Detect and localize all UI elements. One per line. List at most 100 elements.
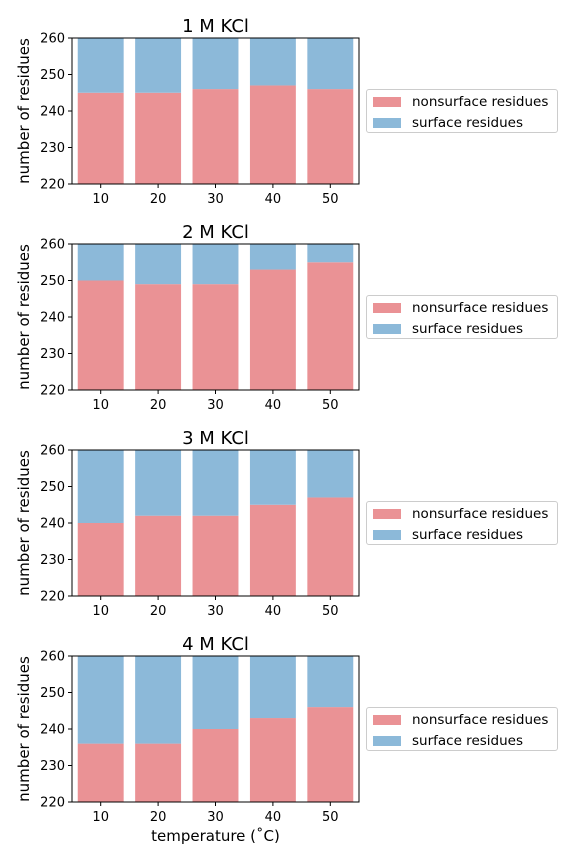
legend: nonsurface residues surface residues bbox=[366, 89, 558, 133]
legend: nonsurface residues surface residues bbox=[366, 295, 558, 339]
legend-label: nonsurface residues bbox=[412, 94, 549, 110]
surface-bar-20 bbox=[135, 38, 182, 93]
surface-bar-10 bbox=[77, 38, 124, 93]
x-tick-label: 10 bbox=[92, 192, 109, 207]
y-tick-label: 220 bbox=[40, 178, 65, 193]
y-tick-label: 240 bbox=[40, 723, 65, 738]
y-axis-label: number of residues bbox=[15, 450, 33, 596]
legend-swatch bbox=[373, 736, 401, 746]
y-tick-label: 240 bbox=[40, 105, 65, 120]
chart-panel-3: 220 230 240 250 260 10 20 30 40 50 3 M KCl number o… bbox=[15, 428, 360, 619]
legend-label: nonsurface residues bbox=[412, 300, 549, 316]
surface-bar-20 bbox=[135, 450, 182, 516]
legend-swatch bbox=[373, 118, 401, 128]
y-tick-label: 250 bbox=[40, 68, 65, 83]
legend-entry: nonsurface residues bbox=[373, 93, 548, 111]
surface-bar-40 bbox=[249, 244, 296, 270]
y-tick-label: 260 bbox=[40, 32, 65, 47]
nonsurface-bar-10 bbox=[77, 743, 124, 802]
legend: nonsurface residues surface residues bbox=[366, 501, 558, 545]
legend-label: surface residues bbox=[412, 733, 523, 749]
legend-entry: surface residues bbox=[373, 320, 523, 338]
x-tick-label: 50 bbox=[322, 604, 339, 619]
y-tick-label: 230 bbox=[40, 347, 65, 362]
surface-bar-40 bbox=[249, 656, 296, 719]
y-tick-label: 240 bbox=[40, 517, 65, 532]
legend-label: surface residues bbox=[412, 115, 523, 131]
x-tick-label: 40 bbox=[265, 810, 282, 825]
nonsurface-bar-30 bbox=[192, 284, 239, 390]
chart-panel-4: 220 230 240 250 260 10 20 30 40 50 4 M KCl number o… bbox=[15, 634, 360, 845]
nonsurface-bar-10 bbox=[77, 280, 124, 390]
x-tick-label: 30 bbox=[207, 810, 224, 825]
y-tick-label: 240 bbox=[40, 311, 65, 326]
x-axis-label: temperature (˚C) bbox=[151, 827, 280, 845]
y-tick-label: 230 bbox=[40, 759, 65, 774]
nonsurface-bar-40 bbox=[249, 269, 296, 390]
x-tick-label: 10 bbox=[92, 398, 109, 413]
nonsurface-bar-20 bbox=[135, 284, 182, 390]
chart-panel-1: 220 230 240 250 260 10 20 30 40 50 1 M KCl number o… bbox=[15, 16, 360, 207]
nonsurface-bar-20 bbox=[135, 743, 182, 802]
y-tick-label: 250 bbox=[40, 686, 65, 701]
y-axis-label: number of residues bbox=[15, 244, 33, 390]
x-tick-label: 20 bbox=[150, 810, 167, 825]
nonsurface-bar-20 bbox=[135, 92, 182, 184]
x-tick-label: 40 bbox=[265, 398, 282, 413]
x-tick-label: 20 bbox=[150, 604, 167, 619]
legend-entry: nonsurface residues bbox=[373, 711, 548, 729]
chart-title: 4 M KCl bbox=[182, 634, 249, 655]
legend-swatch bbox=[373, 303, 401, 313]
y-tick-label: 230 bbox=[40, 553, 65, 568]
legend-swatch bbox=[373, 530, 401, 540]
surface-bar-10 bbox=[77, 656, 124, 744]
nonsurface-bar-30 bbox=[192, 515, 239, 596]
surface-bar-20 bbox=[135, 656, 182, 744]
nonsurface-bar-30 bbox=[192, 89, 239, 184]
nonsurface-bar-40 bbox=[249, 85, 296, 184]
nonsurface-bar-30 bbox=[192, 729, 239, 802]
nonsurface-bar-50 bbox=[307, 707, 354, 802]
legend-label: nonsurface residues bbox=[412, 712, 549, 728]
legend-entry: surface residues bbox=[373, 732, 523, 750]
y-tick-label: 220 bbox=[40, 384, 65, 399]
chart-title: 1 M KCl bbox=[182, 16, 249, 37]
surface-bar-40 bbox=[249, 450, 296, 505]
chart-panel-2: 220 230 240 250 260 10 20 30 40 50 2 M KCl number o… bbox=[15, 222, 360, 413]
legend-entry: surface residues bbox=[373, 114, 523, 132]
surface-bar-50 bbox=[307, 656, 354, 708]
x-tick-label: 30 bbox=[207, 398, 224, 413]
nonsurface-bar-50 bbox=[307, 497, 354, 596]
y-tick-label: 220 bbox=[40, 590, 65, 605]
legend-swatch bbox=[373, 715, 401, 725]
x-tick-label: 50 bbox=[322, 192, 339, 207]
surface-bar-30 bbox=[192, 656, 239, 729]
x-tick-label: 20 bbox=[150, 398, 167, 413]
nonsurface-bar-50 bbox=[307, 89, 354, 184]
y-tick-label: 250 bbox=[40, 480, 65, 495]
y-tick-label: 260 bbox=[40, 650, 65, 665]
x-tick-label: 10 bbox=[92, 810, 109, 825]
x-tick-label: 30 bbox=[207, 604, 224, 619]
surface-bar-40 bbox=[249, 38, 296, 86]
x-tick-label: 10 bbox=[92, 604, 109, 619]
x-tick-label: 50 bbox=[322, 398, 339, 413]
x-tick-label: 50 bbox=[322, 810, 339, 825]
surface-bar-30 bbox=[192, 450, 239, 516]
y-axis-label: number of residues bbox=[15, 656, 33, 802]
nonsurface-bar-40 bbox=[249, 718, 296, 802]
surface-bar-50 bbox=[307, 450, 354, 498]
x-tick-label: 20 bbox=[150, 192, 167, 207]
y-tick-label: 220 bbox=[40, 796, 65, 811]
legend-swatch bbox=[373, 324, 401, 334]
legend-swatch bbox=[373, 97, 401, 107]
surface-bar-50 bbox=[307, 244, 354, 263]
y-axis-label: number of residues bbox=[15, 38, 33, 184]
legend-label: surface residues bbox=[412, 527, 523, 543]
chart-title: 3 M KCl bbox=[182, 428, 249, 449]
nonsurface-bar-10 bbox=[77, 523, 124, 596]
legend-entry: nonsurface residues bbox=[373, 505, 548, 523]
x-tick-label: 40 bbox=[265, 604, 282, 619]
legend-swatch bbox=[373, 509, 401, 519]
